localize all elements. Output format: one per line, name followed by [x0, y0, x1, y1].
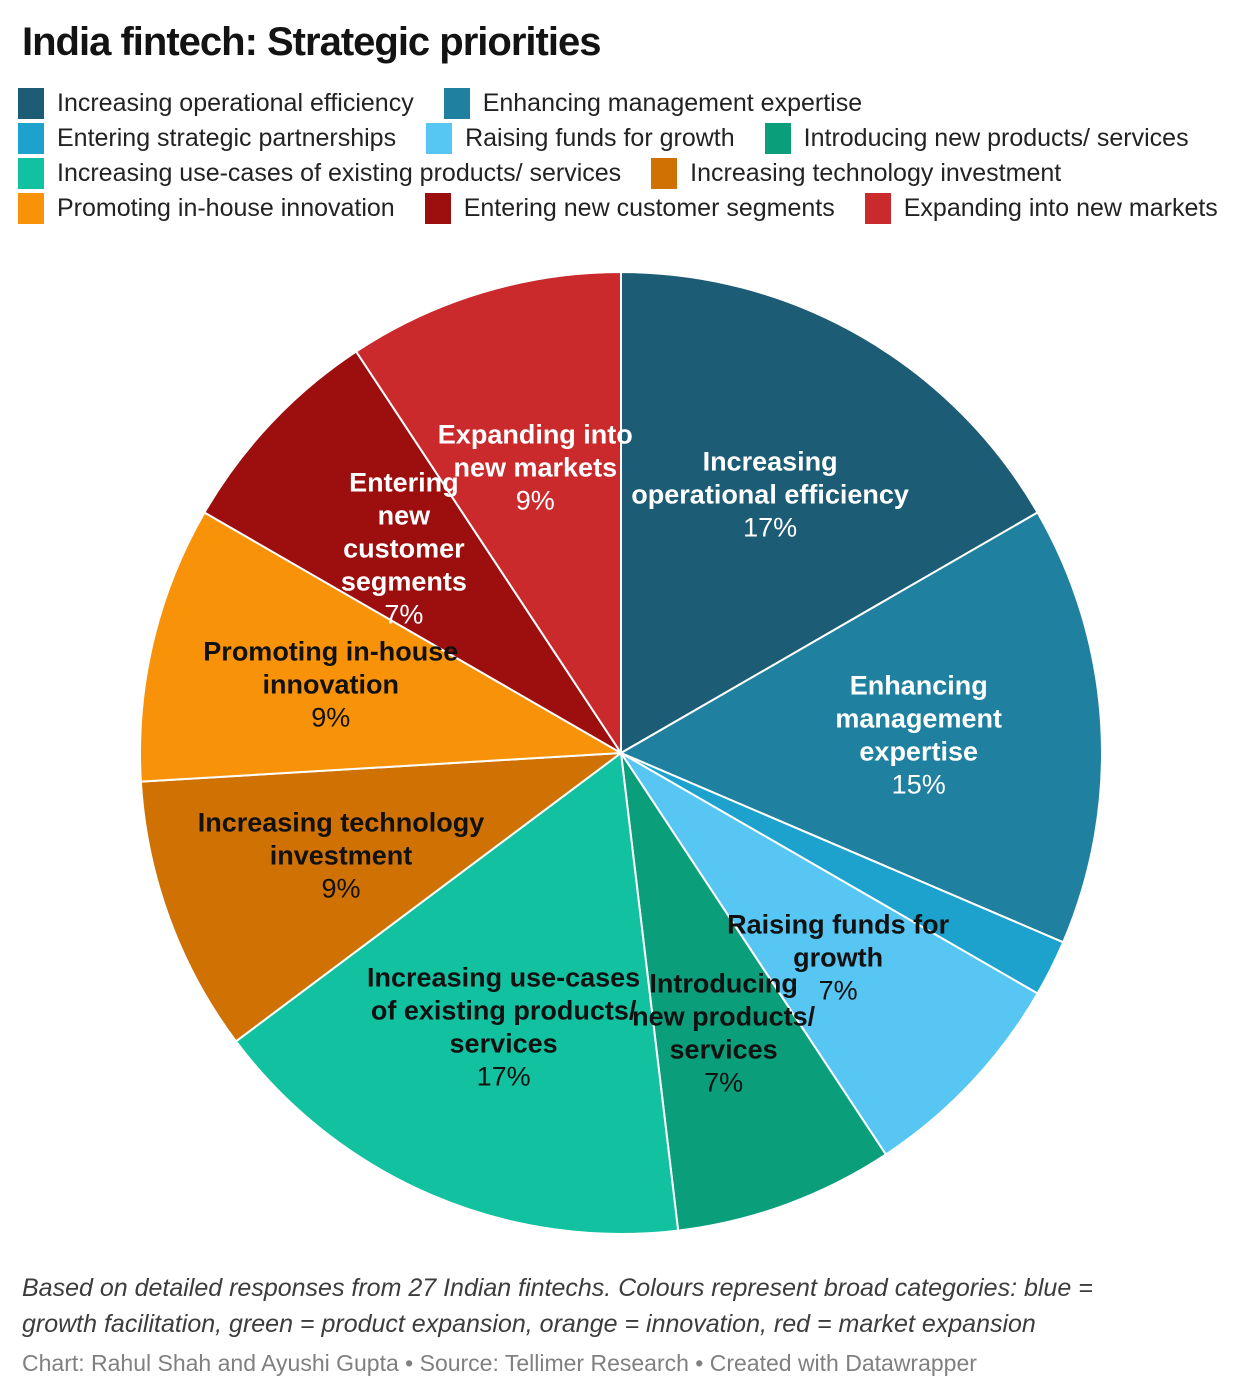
pie-slice[interactable] — [355, 271, 622, 754]
pie-slice[interactable] — [620, 511, 1103, 944]
legend-swatch — [864, 193, 891, 224]
pie-slice-label: Raising funds for growth 7% — [727, 910, 949, 1006]
legend-swatch — [18, 88, 44, 119]
pie-slice-label: Increasing operational efficiency 17% — [631, 447, 909, 543]
legend-swatch — [651, 158, 678, 189]
legend-item: Introducing new products/ services — [764, 123, 1189, 154]
pie-slice-label: Enhancing management expertise 15% — [835, 671, 1002, 800]
legend-swatch — [18, 158, 44, 189]
legend-item: Raising funds for growth — [426, 123, 735, 154]
pie-slice[interactable] — [620, 752, 887, 1232]
legend-swatch — [426, 123, 453, 154]
legend-swatch — [443, 88, 470, 119]
pie-slice-label: Expanding into new markets 9% — [438, 419, 633, 515]
pie-slice-label: Increasing technology investment 9% — [198, 808, 485, 904]
legend-label: Raising funds for growth — [465, 124, 735, 152]
legend-item: Enhancing management expertise — [443, 88, 863, 119]
legend-item: Increasing technology investment — [651, 158, 1061, 189]
legend-item: Increasing operational efficiency — [18, 88, 414, 119]
legend-label: Enhancing management expertise — [482, 89, 863, 117]
pie-slice[interactable] — [234, 752, 680, 1235]
legend-label: Promoting in-house innovation — [57, 194, 395, 222]
legend: Increasing operational efficiency Enhanci… — [18, 88, 1240, 224]
legend-item: Promoting in-house innovation — [18, 193, 395, 224]
legend-swatch — [18, 193, 44, 224]
legend-label: Increasing technology investment — [690, 159, 1062, 187]
pie-slice-label: Increasing use-cases of existing products… — [367, 963, 640, 1092]
pie-slice[interactable] — [620, 271, 1039, 754]
pie-slice-label: Promoting in-house innovation 9% — [203, 636, 458, 732]
pie-chart: Increasing operational efficiency 17% Enhan… — [139, 271, 1103, 1235]
legend-swatch — [764, 123, 791, 154]
pie-slice[interactable] — [139, 752, 622, 1043]
footer-note: Based on detailed responses from 27 Indi… — [22, 1274, 1093, 1338]
pie-slice-label: Introducing new products/services 7% — [632, 969, 816, 1098]
legend-item: Entering new customer segments — [424, 193, 835, 224]
pie-slice-label: Entering new customer segments 7% — [341, 468, 467, 630]
legend-label: Introducing new products/ services — [803, 124, 1189, 152]
legend-item: Entering strategic partnerships — [18, 123, 396, 154]
legend-label: Expanding into new markets — [903, 194, 1218, 222]
legend-item: Expanding into new markets — [864, 193, 1218, 224]
legend-label: Increasing operational efficiency — [57, 89, 414, 117]
legend-label: Entering new customer segments — [463, 194, 835, 222]
pie-slice[interactable] — [203, 350, 622, 754]
pie-slice[interactable] — [139, 511, 622, 783]
legend-swatch — [18, 123, 44, 154]
legend-label: Entering strategic partnerships — [57, 124, 397, 152]
page-title: India fintech: Strategic priorities — [22, 20, 601, 64]
legend-item: Increasing use-cases of existing product… — [18, 158, 621, 189]
pie-slice[interactable] — [620, 752, 1039, 1156]
legend-swatch — [424, 193, 451, 224]
legend-label: Increasing use-cases of existing product… — [57, 159, 622, 187]
footer-byline: Chart: Rahul Shah and Ayushi Gupta • Sou… — [22, 1350, 977, 1376]
